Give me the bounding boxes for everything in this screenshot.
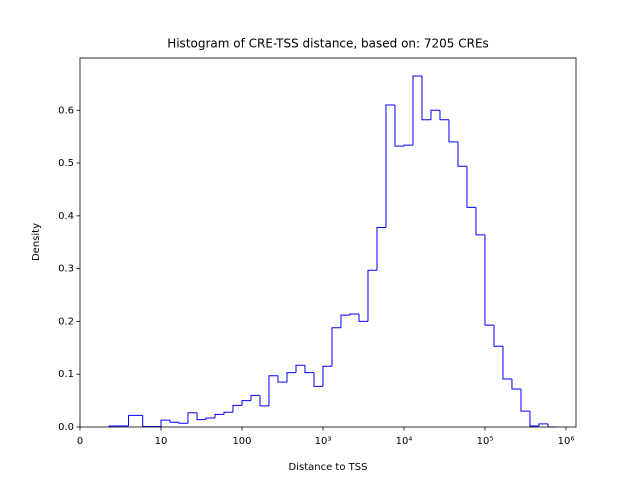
histogram-bin: [142, 415, 161, 427]
histogram-bin: [439, 110, 449, 121]
y-tick-label: 0.2: [58, 316, 74, 327]
histogram-bin: [178, 422, 188, 424]
histogram-bin: [205, 417, 215, 420]
histogram-bin: [493, 325, 503, 347]
histogram-bin: [502, 346, 512, 380]
histogram-bin: [196, 412, 206, 421]
histogram-bin: [511, 378, 521, 390]
chart-title: Histogram of CRE-TSS distance, based on:…: [167, 37, 489, 51]
histogram-bin: [448, 119, 458, 143]
histogram-bin: [403, 144, 413, 147]
histogram-bin: [128, 414, 143, 426]
histogram-bin: [268, 375, 278, 406]
x-axis-label: Distance to TSS: [289, 462, 368, 473]
x-tick-label: 0: [77, 436, 83, 447]
histogram-bin: [304, 365, 314, 374]
histogram-bin: [160, 419, 171, 427]
histogram-bin: [214, 413, 224, 419]
x-tick-label: 10: [155, 436, 168, 447]
y-tick-label: 0.1: [58, 369, 74, 380]
histogram-bin: [520, 388, 530, 412]
x-tick-label: 10⁵: [477, 436, 494, 447]
x-tick-label: 10⁶: [558, 436, 575, 447]
histogram-bin: [349, 313, 359, 316]
y-tick-label: 0.0: [58, 422, 74, 433]
histogram-bin: [295, 364, 305, 373]
x-tick-label: 100: [232, 436, 251, 447]
plot-frame: [79, 57, 577, 428]
histogram-bin: [367, 269, 377, 322]
histogram-bin: [322, 365, 332, 387]
histogram-bin: [232, 404, 242, 413]
histogram-bin: [169, 420, 179, 423]
histogram-bin: [376, 226, 386, 271]
y-tick-label: 0.5: [58, 158, 74, 169]
histogram-bin: [475, 207, 485, 236]
histogram-bin: [547, 423, 557, 428]
histogram-bin: [538, 423, 548, 426]
histogram-bin: [394, 104, 404, 147]
histogram-bin: [331, 327, 341, 367]
histogram-bin: [484, 234, 494, 326]
histogram-bin: [241, 400, 252, 406]
histogram-bin: [385, 104, 395, 228]
histogram-bin: [223, 411, 233, 415]
histogram-bin: [187, 412, 197, 424]
x-tick-label: 10³: [315, 436, 332, 447]
y-tick-label: 0.4: [58, 211, 74, 222]
histogram-bin: [430, 109, 440, 120]
histogram-bin: [358, 314, 368, 322]
y-tick-label: 0.3: [58, 264, 74, 275]
histogram-bin: [277, 375, 287, 383]
y-axis-label: Density: [31, 223, 42, 261]
histogram-bin: [457, 141, 467, 167]
histogram-bin: [421, 75, 431, 121]
histogram-bin: [250, 394, 260, 401]
histogram-bin: [412, 75, 422, 146]
histogram-bin: [529, 411, 539, 427]
y-tick-label: 0.6: [58, 105, 74, 116]
histogram-bin: [313, 372, 323, 387]
histogram-bin: [340, 314, 350, 328]
histogram-bin: [259, 395, 269, 407]
x-tick-label: 10⁴: [396, 436, 413, 447]
histogram-bin: [286, 372, 296, 383]
histogram-bin: [466, 166, 476, 208]
